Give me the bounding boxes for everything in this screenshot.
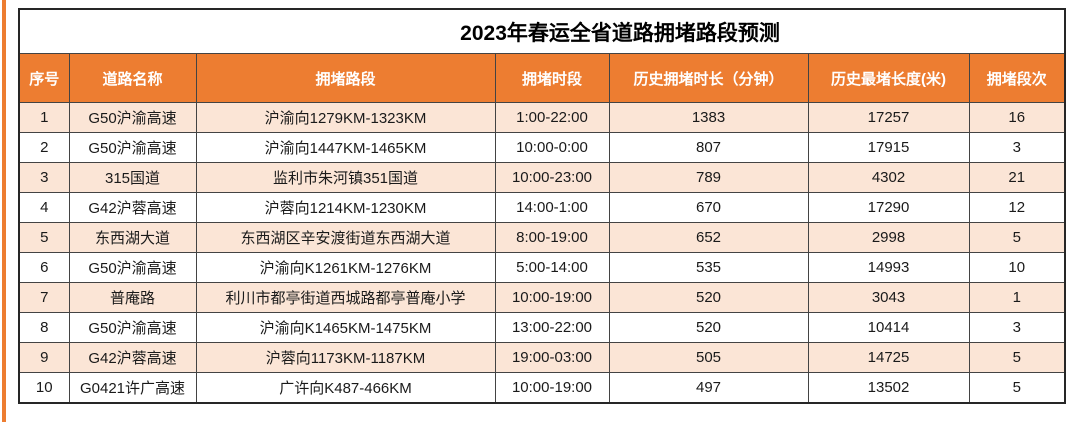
table-row: 7 普庵路 利川市都亭街道西城路都亭普庵小学 10:00-19:00 520 3… xyxy=(18,282,1066,313)
cell-congested-section: 东西湖区辛安渡街道东西湖大道 xyxy=(195,222,496,253)
header-row: 序号 道路名称 拥堵路段 拥堵时段 历史拥堵时长（分钟） 历史最堵长度(米) 拥… xyxy=(18,53,1066,103)
cell-segment-count: 3 xyxy=(968,132,1066,163)
table-row: 8 G50沪渝高速 沪渝向K1465KM-1475KM 13:00-22:00 … xyxy=(18,312,1066,343)
cell-road-name: G50沪渝高速 xyxy=(68,132,197,163)
cell-history-duration: 807 xyxy=(608,132,809,163)
table-row: 3 315国道 监利市朱河镇351国道 10:00-23:00 789 4302… xyxy=(18,162,1066,193)
column-header-congested-section: 拥堵路段 xyxy=(195,53,496,103)
cell-history-max-length: 4302 xyxy=(807,162,970,193)
cell-road-name: G0421许广高速 xyxy=(68,372,197,404)
cell-congested-section: 利川市都亭街道西城路都亭普庵小学 xyxy=(195,282,496,313)
cell-segment-count: 1 xyxy=(968,282,1066,313)
title-row: 2023年春运全省道路拥堵路段预测 xyxy=(18,8,1066,54)
column-header-history-max-length: 历史最堵长度(米) xyxy=(807,53,970,103)
cell-congestion-period: 19:00-03:00 xyxy=(494,342,610,373)
cell-history-max-length: 10414 xyxy=(807,312,970,343)
cell-congested-section: 沪渝向1279KM-1323KM xyxy=(195,102,496,133)
cell-serial: 1 xyxy=(18,102,70,133)
column-header-congestion-period: 拥堵时段 xyxy=(494,53,610,103)
cell-congestion-period: 10:00-19:00 xyxy=(494,282,610,313)
column-header-history-duration: 历史拥堵时长（分钟） xyxy=(608,53,809,103)
cell-serial: 8 xyxy=(18,312,70,343)
cell-congested-section: 沪渝向K1465KM-1475KM xyxy=(195,312,496,343)
cell-congestion-period: 5:00-14:00 xyxy=(494,252,610,283)
title-cell: 2023年春运全省道路拥堵路段预测 xyxy=(18,8,1066,54)
column-header-serial: 序号 xyxy=(18,53,70,103)
table-row: 1 G50沪渝高速 沪渝向1279KM-1323KM 1:00-22:00 13… xyxy=(18,102,1066,133)
cell-serial: 7 xyxy=(18,282,70,313)
cell-congestion-period: 10:00-23:00 xyxy=(494,162,610,193)
cell-congestion-period: 1:00-22:00 xyxy=(494,102,610,133)
table-row: 6 G50沪渝高速 沪渝向K1261KM-1276KM 5:00-14:00 5… xyxy=(18,252,1066,283)
cell-history-max-length: 17290 xyxy=(807,192,970,223)
cell-road-name: 东西湖大道 xyxy=(68,222,197,253)
cell-segment-count: 21 xyxy=(968,162,1066,193)
left-accent-bar xyxy=(2,0,6,422)
cell-history-duration: 505 xyxy=(608,342,809,373)
cell-history-max-length: 17915 xyxy=(807,132,970,163)
cell-congested-section: 监利市朱河镇351国道 xyxy=(195,162,496,193)
cell-congested-section: 沪蓉向1214KM-1230KM xyxy=(195,192,496,223)
cell-road-name: G42沪蓉高速 xyxy=(68,192,197,223)
cell-segment-count: 10 xyxy=(968,252,1066,283)
cell-history-max-length: 14993 xyxy=(807,252,970,283)
cell-history-duration: 520 xyxy=(608,312,809,343)
table-row: 2 G50沪渝高速 沪渝向1447KM-1465KM 10:00-0:00 80… xyxy=(18,132,1066,163)
table-row: 4 G42沪蓉高速 沪蓉向1214KM-1230KM 14:00-1:00 67… xyxy=(18,192,1066,223)
cell-road-name: G42沪蓉高速 xyxy=(68,342,197,373)
cell-serial: 6 xyxy=(18,252,70,283)
cell-segment-count: 16 xyxy=(968,102,1066,133)
cell-congested-section: 沪渝向K1261KM-1276KM xyxy=(195,252,496,283)
cell-segment-count: 12 xyxy=(968,192,1066,223)
cell-congested-section: 广许向K487-466KM xyxy=(195,372,496,404)
cell-segment-count: 5 xyxy=(968,342,1066,373)
cell-history-duration: 520 xyxy=(608,282,809,313)
cell-road-name: G50沪渝高速 xyxy=(68,312,197,343)
cell-road-name: G50沪渝高速 xyxy=(68,252,197,283)
cell-serial: 4 xyxy=(18,192,70,223)
cell-history-duration: 497 xyxy=(608,372,809,404)
cell-history-duration: 652 xyxy=(608,222,809,253)
cell-history-max-length: 14725 xyxy=(807,342,970,373)
cell-road-name: G50沪渝高速 xyxy=(68,102,197,133)
cell-congested-section: 沪蓉向1173KM-1187KM xyxy=(195,342,496,373)
page-title: 2023年春运全省道路拥堵路段预测 xyxy=(460,21,780,45)
cell-road-name: 315国道 xyxy=(68,162,197,193)
cell-road-name: 普庵路 xyxy=(68,282,197,313)
cell-history-max-length: 2998 xyxy=(807,222,970,253)
cell-congestion-period: 10:00-19:00 xyxy=(494,372,610,404)
cell-history-max-length: 13502 xyxy=(807,372,970,404)
column-header-road-name: 道路名称 xyxy=(68,53,197,103)
cell-history-max-length: 3043 xyxy=(807,282,970,313)
cell-serial: 3 xyxy=(18,162,70,193)
cell-segment-count: 5 xyxy=(968,372,1066,404)
cell-serial: 2 xyxy=(18,132,70,163)
cell-segment-count: 3 xyxy=(968,312,1066,343)
cell-serial: 10 xyxy=(18,372,70,404)
cell-segment-count: 5 xyxy=(968,222,1066,253)
cell-serial: 5 xyxy=(18,222,70,253)
table-row: 5 东西湖大道 东西湖区辛安渡街道东西湖大道 8:00-19:00 652 29… xyxy=(18,222,1066,253)
cell-history-duration: 670 xyxy=(608,192,809,223)
cell-congestion-period: 13:00-22:00 xyxy=(494,312,610,343)
cell-history-duration: 535 xyxy=(608,252,809,283)
cell-history-duration: 789 xyxy=(608,162,809,193)
congestion-forecast-table: 2023年春运全省道路拥堵路段预测 序号 道路名称 拥堵路段 拥堵时段 历史拥堵… xyxy=(18,8,1067,404)
cell-congestion-period: 10:00-0:00 xyxy=(494,132,610,163)
cell-congestion-period: 14:00-1:00 xyxy=(494,192,610,223)
table-row: 10 G0421许广高速 广许向K487-466KM 10:00-19:00 4… xyxy=(18,372,1066,404)
cell-congestion-period: 8:00-19:00 xyxy=(494,222,610,253)
column-header-segment-count: 拥堵段次 xyxy=(968,53,1066,103)
cell-serial: 9 xyxy=(18,342,70,373)
cell-history-max-length: 17257 xyxy=(807,102,970,133)
table-row: 9 G42沪蓉高速 沪蓉向1173KM-1187KM 19:00-03:00 5… xyxy=(18,342,1066,373)
cell-congested-section: 沪渝向1447KM-1465KM xyxy=(195,132,496,163)
cell-history-duration: 1383 xyxy=(608,102,809,133)
